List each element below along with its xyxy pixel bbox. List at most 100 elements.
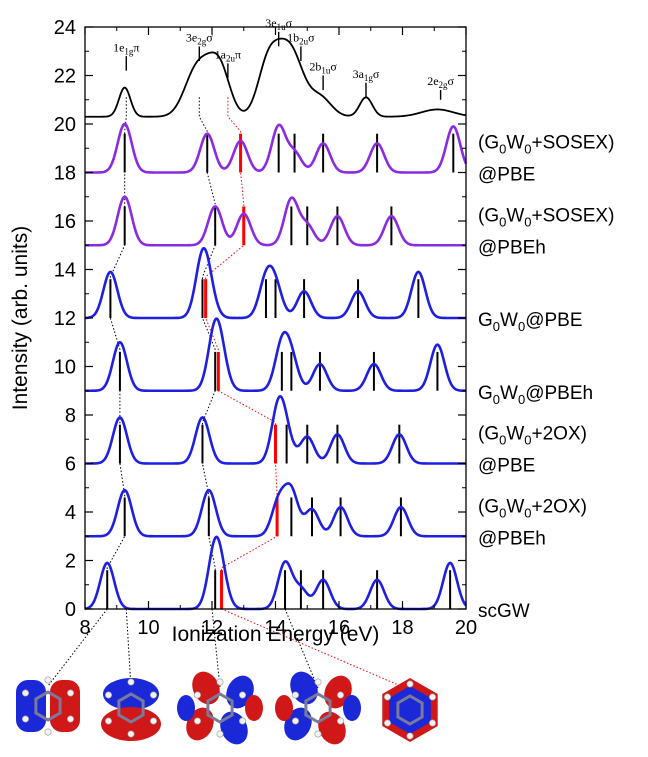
series-sosex_pbe xyxy=(85,122,468,174)
y-tick-label-12: 12 xyxy=(54,308,76,330)
orbital-3e2g-sigma-hydrogen-5 xyxy=(150,691,158,699)
x-tick-label-20: 20 xyxy=(455,617,477,639)
orbital-3e2g-sigma-lobe-red xyxy=(101,707,161,741)
orbital-1a2u-pi-hydrogen-5 xyxy=(239,691,247,699)
orbital-3e1u-sigma-ring xyxy=(304,692,332,724)
orbital-1a2u-pi-hydrogen-2 xyxy=(193,717,201,725)
curve-gw_pbeh xyxy=(85,317,467,393)
orbital-3e1u-sigma-hydrogen-0 xyxy=(337,717,345,725)
y-tick-label-2: 2 xyxy=(65,551,76,573)
orbital-3e1u-sigma-lobe-side-r xyxy=(343,695,361,721)
curve-gw_pbe xyxy=(84,246,466,320)
exp-peak-label-4: 1b2uσ xyxy=(287,31,315,47)
orbital-homo-hydrogen-0 xyxy=(429,719,437,727)
x-axis-label: Ionization Energy (eV) xyxy=(172,623,380,646)
orbital-3e1u-sigma-hydrogen-2 xyxy=(291,717,299,725)
calculated-spectra xyxy=(84,122,468,611)
method-label-gw_pbe: G0W0@PBE xyxy=(478,310,583,334)
orbital-homo-hydrogen-2 xyxy=(383,719,391,727)
orbital-1e1g-pi xyxy=(16,608,108,736)
method-label-line2-sosex_pbe: @PBE xyxy=(478,165,535,186)
orbital-1e1g-pi-hydrogen-4 xyxy=(44,676,52,684)
y-tick-label-22: 22 xyxy=(54,66,76,88)
orbital-1e1g-pi-lobe-red xyxy=(50,680,80,732)
orbital-1e1g-pi-hydrogen-0 xyxy=(67,715,75,723)
orbital-1e1g-pi-lobe-blue xyxy=(16,680,46,732)
orbital-1e1g-pi-hydrogen-2 xyxy=(21,715,29,723)
orbital-1a2u-pi-lobe-side-r xyxy=(245,695,263,721)
experimental-curve xyxy=(85,37,467,118)
curve-sosex_pbeh xyxy=(85,195,466,247)
series-gw_pbe xyxy=(84,246,466,320)
orbital-3e1u-sigma-hydrogen-1 xyxy=(314,730,322,738)
orbital-images xyxy=(16,608,438,745)
x-tick-label-8: 8 xyxy=(79,617,90,639)
y-tick-label-4: 4 xyxy=(65,502,76,524)
method-label-line2-ox_pbe: @PBE xyxy=(478,456,535,477)
orbital-3e2g-sigma-ring xyxy=(117,692,145,724)
method-label-line2-ox_pbeh: @PBEh xyxy=(478,528,546,549)
exp-peak-label-7: 2e2gσ xyxy=(427,74,454,90)
series-ox_pbeh xyxy=(85,482,466,538)
connector-c3 xyxy=(205,97,278,609)
curve-ox_pbeh xyxy=(85,482,466,538)
method-label-ox_pbeh: (G0W0+2OX) xyxy=(478,496,587,520)
series-ox_pbe xyxy=(85,394,466,465)
orbital-homo-hydrogen-4 xyxy=(406,680,414,688)
orbital-1a2u-pi-ring xyxy=(206,692,234,724)
y-tick-label-14: 14 xyxy=(54,260,76,282)
curve-sosex_pbe xyxy=(85,122,468,174)
method-label-sosex_pbe: (G0W0+SOSEX) xyxy=(478,133,614,157)
method-labels: (G0W0+SOSEX) @PBE (G0W0+SOSEX) @PBEh G0W0@PB… xyxy=(478,133,614,623)
orbital-homo-hydrogen-1 xyxy=(406,732,414,740)
y-tick-label-16: 16 xyxy=(54,211,76,233)
orbital-3e2g-sigma-hydrogen-1 xyxy=(127,730,135,738)
y-tick-label-8: 8 xyxy=(65,405,76,427)
orbital-3e2g-sigma-hydrogen-4 xyxy=(127,678,135,686)
orbital-3e2g-sigma xyxy=(101,608,161,741)
orbital-homo-hydrogen-3 xyxy=(383,693,391,701)
x-axis-ticks: 8 10 12 14 16 18 20 xyxy=(79,27,477,639)
method-label-sosex_pbeh: (G0W0+SOSEX) xyxy=(478,205,614,229)
method-label-scgw: scGW xyxy=(478,601,530,622)
orbital-3e1u-sigma-leader xyxy=(284,608,319,689)
orbital-1a2u-pi-hydrogen-3 xyxy=(193,691,201,699)
exp-peak-label-6: 3a1gσ xyxy=(353,67,380,83)
orbital-1a2u-pi-hydrogen-0 xyxy=(239,717,247,725)
x-tick-label-14: 14 xyxy=(264,617,286,639)
orbital-1a2u-pi-hydrogen-4 xyxy=(216,678,224,686)
orbital-1a2u-pi-leader xyxy=(211,608,221,689)
orbital-1e1g-pi-leader xyxy=(47,608,108,687)
orbital-3e1u-sigma-hydrogen-3 xyxy=(291,691,299,699)
orbital-1a2u-pi-lobe-side-l xyxy=(177,695,195,721)
orbital-1e1g-pi-hydrogen-5 xyxy=(67,689,75,697)
y-tick-label-10: 10 xyxy=(54,357,76,379)
exp-peak-label-1: 3e2gσ xyxy=(186,31,213,47)
curve-scgw xyxy=(84,535,468,611)
exp-peak-label-5: 2b1uσ xyxy=(309,60,337,76)
method-label-line2-sosex_pbeh: @PBEh xyxy=(478,237,546,258)
orbital-3e2g-sigma-hydrogen-0 xyxy=(150,717,158,725)
orbital-1a2u-pi xyxy=(177,608,263,745)
orbital-homo xyxy=(221,608,438,742)
orbital-3e1u-sigma-hydrogen-4 xyxy=(314,678,322,686)
orbital-3e2g-sigma-hydrogen-2 xyxy=(104,717,112,725)
orbital-1e1g-pi-hydrogen-3 xyxy=(21,689,29,697)
orbital-3e2g-sigma-leader xyxy=(125,608,132,689)
series-sosex_pbeh xyxy=(85,195,466,247)
orbital-3e2g-sigma-hydrogen-3 xyxy=(104,691,112,699)
y-tick-label-0: 0 xyxy=(65,599,76,621)
x-tick-label-12: 12 xyxy=(201,617,223,639)
exp-peak-label-2: 1a2uπ xyxy=(215,48,241,64)
x-tick-label-16: 16 xyxy=(328,617,350,639)
orbital-homo-lobe-blue xyxy=(389,686,431,734)
method-label-gw_pbeh: G0W0@PBEh xyxy=(478,383,593,407)
orbital-3e1u-sigma xyxy=(275,608,361,745)
orbital-1e1g-pi-ring xyxy=(34,690,62,722)
x-tick-label-18: 18 xyxy=(391,617,413,639)
y-axis-label: Intensity (arb. units) xyxy=(9,226,32,410)
exp-peak-label-0: 1e1gπ xyxy=(113,40,139,56)
orbital-1a2u-pi-hydrogen-1 xyxy=(216,730,224,738)
